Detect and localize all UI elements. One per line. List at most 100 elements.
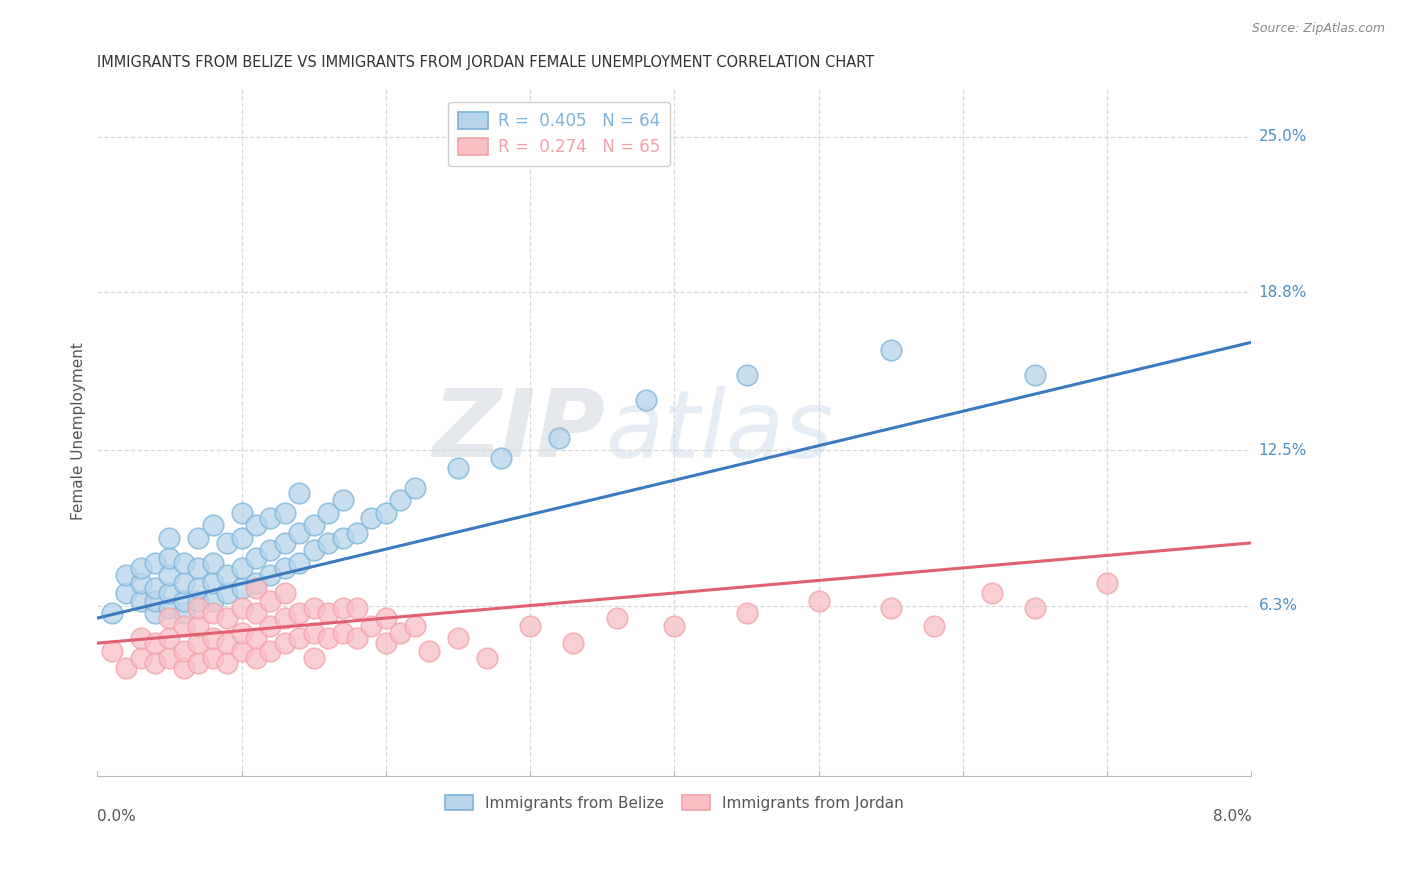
Text: Source: ZipAtlas.com: Source: ZipAtlas.com: [1251, 22, 1385, 36]
Point: [201, 606, 224, 620]
Point: [231, 581, 253, 595]
Point: [389, 626, 412, 640]
Point: [274, 586, 297, 600]
Point: [231, 626, 253, 640]
Point: [606, 611, 628, 625]
Point: [274, 536, 297, 550]
Point: [288, 556, 311, 570]
Point: [187, 656, 209, 670]
Point: [288, 606, 311, 620]
Point: [360, 510, 382, 524]
Point: [159, 568, 181, 582]
Point: [187, 618, 209, 632]
Point: [548, 431, 571, 445]
Point: [475, 651, 498, 665]
Text: atlas: atlas: [605, 386, 834, 477]
Point: [346, 525, 368, 540]
Text: IMMIGRANTS FROM BELIZE VS IMMIGRANTS FROM JORDAN FEMALE UNEMPLOYMENT CORRELATION: IMMIGRANTS FROM BELIZE VS IMMIGRANTS FRO…: [97, 55, 875, 70]
Point: [1024, 601, 1046, 615]
Point: [159, 651, 181, 665]
Point: [404, 618, 426, 632]
Point: [159, 601, 181, 615]
Point: [332, 493, 354, 508]
Point: [201, 518, 224, 533]
Point: [159, 550, 181, 565]
Text: 18.8%: 18.8%: [1258, 285, 1308, 300]
Point: [173, 606, 195, 620]
Point: [274, 636, 297, 650]
Point: [231, 643, 253, 657]
Point: [259, 568, 281, 582]
Point: [217, 536, 239, 550]
Point: [129, 651, 152, 665]
Point: [1095, 576, 1118, 591]
Point: [259, 510, 281, 524]
Point: [374, 611, 396, 625]
Point: [374, 506, 396, 520]
Point: [332, 601, 354, 615]
Point: [259, 593, 281, 607]
Point: [274, 611, 297, 625]
Point: [201, 556, 224, 570]
Point: [302, 651, 325, 665]
Text: 8.0%: 8.0%: [1213, 809, 1251, 823]
Point: [143, 593, 166, 607]
Point: [346, 601, 368, 615]
Point: [201, 593, 224, 607]
Point: [101, 643, 124, 657]
Point: [288, 485, 311, 500]
Point: [360, 618, 382, 632]
Point: [143, 656, 166, 670]
Point: [491, 450, 513, 465]
Point: [288, 631, 311, 645]
Point: [316, 506, 339, 520]
Point: [316, 631, 339, 645]
Legend: Immigrants from Belize, Immigrants from Jordan: Immigrants from Belize, Immigrants from …: [439, 789, 910, 817]
Point: [389, 493, 412, 508]
Point: [562, 636, 585, 650]
Point: [735, 606, 758, 620]
Point: [245, 550, 267, 565]
Point: [346, 631, 368, 645]
Point: [332, 626, 354, 640]
Point: [201, 631, 224, 645]
Point: [143, 581, 166, 595]
Point: [217, 656, 239, 670]
Point: [217, 586, 239, 600]
Point: [115, 661, 138, 675]
Point: [173, 556, 195, 570]
Point: [245, 581, 267, 595]
Point: [129, 561, 152, 575]
Point: [187, 593, 209, 607]
Point: [129, 631, 152, 645]
Text: 0.0%: 0.0%: [97, 809, 136, 823]
Point: [231, 531, 253, 545]
Point: [880, 343, 903, 357]
Point: [302, 601, 325, 615]
Point: [129, 593, 152, 607]
Point: [245, 651, 267, 665]
Point: [115, 586, 138, 600]
Point: [173, 661, 195, 675]
Point: [231, 601, 253, 615]
Point: [332, 531, 354, 545]
Point: [259, 643, 281, 657]
Point: [302, 543, 325, 558]
Point: [173, 576, 195, 591]
Point: [143, 606, 166, 620]
Point: [217, 636, 239, 650]
Text: 12.5%: 12.5%: [1258, 442, 1308, 458]
Point: [316, 536, 339, 550]
Point: [217, 611, 239, 625]
Point: [664, 618, 686, 632]
Y-axis label: Female Unemployment: Female Unemployment: [72, 343, 86, 520]
Point: [173, 618, 195, 632]
Point: [302, 626, 325, 640]
Point: [634, 392, 657, 407]
Point: [374, 636, 396, 650]
Point: [1024, 368, 1046, 382]
Point: [259, 618, 281, 632]
Point: [259, 543, 281, 558]
Point: [922, 618, 945, 632]
Point: [187, 561, 209, 575]
